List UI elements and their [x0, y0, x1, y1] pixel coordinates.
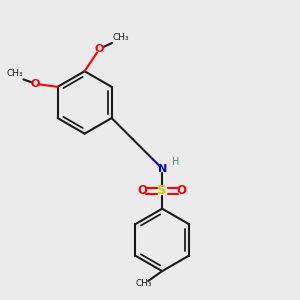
Text: H: H: [172, 157, 179, 167]
Text: CH₃: CH₃: [112, 33, 129, 42]
Text: CH₃: CH₃: [135, 279, 152, 288]
Text: O: O: [176, 184, 187, 197]
Text: O: O: [31, 79, 40, 89]
Text: O: O: [95, 44, 104, 54]
Text: CH₃: CH₃: [7, 69, 23, 78]
Text: S: S: [158, 184, 167, 197]
Text: O: O: [138, 184, 148, 197]
Text: N: N: [158, 164, 167, 174]
